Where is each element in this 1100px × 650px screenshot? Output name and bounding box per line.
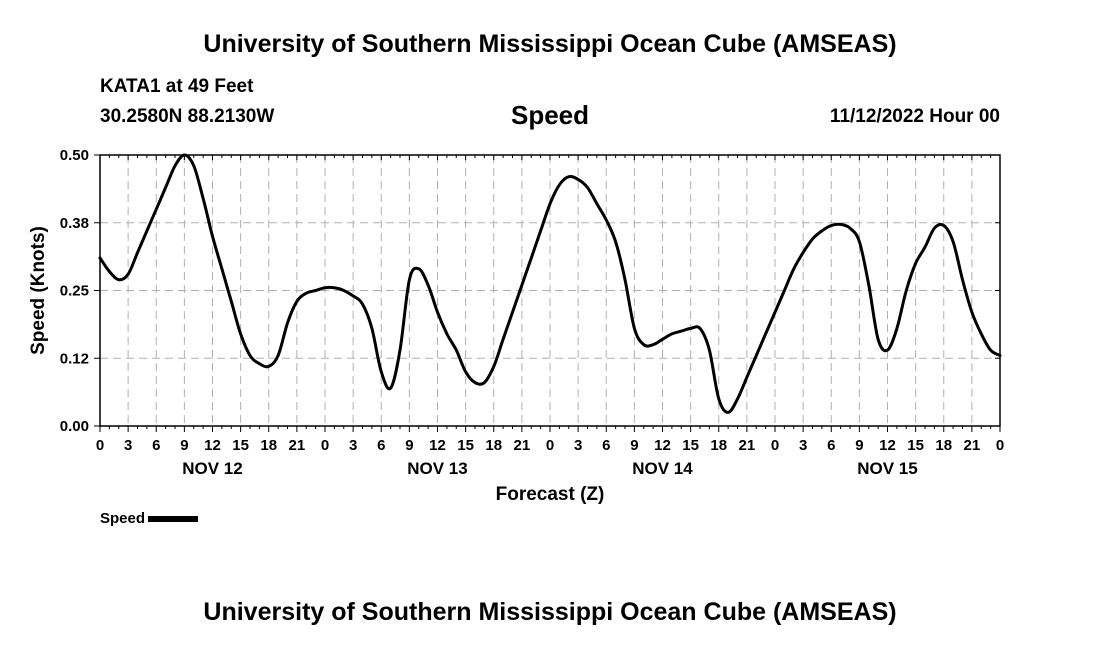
x-axis-title: Forecast (Z) xyxy=(496,484,605,505)
x-tick-label: 3 xyxy=(349,437,357,454)
legend: Speed xyxy=(100,510,199,527)
x-tick-label: 12 xyxy=(204,437,221,454)
x-tick-label: 18 xyxy=(935,437,952,454)
page-title: University of Southern Mississippi Ocean… xyxy=(203,30,897,58)
x-tick-label: 6 xyxy=(602,437,610,454)
x-tick-label: 0 xyxy=(771,437,779,454)
station-coordinates: 30.2580N 88.2130W xyxy=(100,106,275,127)
x-tick-label: 18 xyxy=(710,437,727,454)
x-tick-label: 12 xyxy=(879,437,896,454)
x-tick-label: 0 xyxy=(321,437,329,454)
x-day-label: NOV 12 xyxy=(182,459,242,478)
x-tick-label: 12 xyxy=(654,437,671,454)
x-tick-label: 6 xyxy=(152,437,160,454)
x-tick-label: 3 xyxy=(799,437,807,454)
plot-frame xyxy=(99,154,1001,427)
station-label: KATA1 at 49 Feet xyxy=(100,76,254,97)
series-line-speed xyxy=(98,153,1002,414)
x-tick-label: 0 xyxy=(546,437,554,454)
forecast-run-time: 11/12/2022 Hour 00 xyxy=(829,106,1000,127)
footer-title: University of Southern Mississippi Ocean… xyxy=(203,598,897,626)
x-tick-label: 18 xyxy=(485,437,502,454)
chart-title: Speed xyxy=(510,100,590,130)
x-tick-label: 0 xyxy=(96,437,104,454)
x-tick-label: 15 xyxy=(232,437,249,454)
x-tick-label: 15 xyxy=(682,437,699,454)
x-tick-label: 3 xyxy=(124,437,132,454)
x-tick-label: 3 xyxy=(574,437,582,454)
legend-label: Speed xyxy=(100,510,146,527)
x-tick-label: 9 xyxy=(405,437,413,454)
x-tick-label: 9 xyxy=(630,437,638,454)
x-day-label: NOV 14 xyxy=(632,459,693,478)
x-tick-label: 15 xyxy=(907,437,924,454)
speed-chart: 0 3 6 9 12 15 18 21 0 3 6 9 12 15 18 21 0 3 6 9 12 15 18 21 0 3 6 9… xyxy=(28,147,1004,505)
legend-swatch xyxy=(148,516,199,523)
x-tick-label: 9 xyxy=(855,437,863,454)
x-tick-label: 15 xyxy=(457,437,474,454)
x-tick-label: 21 xyxy=(964,437,981,454)
x-tick-label: 21 xyxy=(289,437,306,454)
x-tick-label: 21 xyxy=(739,437,756,454)
x-tick-label: 9 xyxy=(180,437,188,454)
y-tick-label: 0.25 xyxy=(60,283,89,300)
tick-labels: 0 3 6 9 12 15 18 21 0 3 6 9 12 15 18 21 0 3 6 9 12 15 18 21 0 3 6 9… xyxy=(60,147,1004,478)
grid-lines xyxy=(100,155,1000,426)
y-axis-title: Speed (Knots) xyxy=(28,226,49,355)
y-tick-label: 0.50 xyxy=(60,147,89,164)
x-tick-label: 18 xyxy=(260,437,277,454)
y-tick-label: 0.12 xyxy=(60,350,89,367)
x-tick-label: 0 xyxy=(996,437,1004,454)
x-day-label: NOV 13 xyxy=(407,459,467,478)
x-tick-label: 21 xyxy=(514,437,531,454)
series-layer xyxy=(98,153,1002,414)
x-tick-label: 12 xyxy=(429,437,446,454)
y-tick-label: 0.00 xyxy=(60,418,89,435)
x-day-label: NOV 15 xyxy=(857,459,917,478)
x-tick-label: 6 xyxy=(377,437,385,454)
x-tick-label: 6 xyxy=(827,437,835,454)
y-tick-label: 0.38 xyxy=(60,215,89,232)
